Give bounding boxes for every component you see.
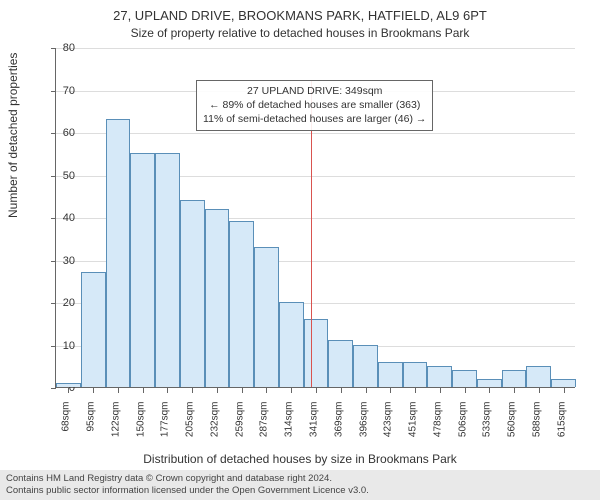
callout-line-2: ← 89% of detached houses are smaller (36… — [203, 98, 426, 112]
histogram-bar — [130, 153, 155, 387]
histogram-bar — [304, 319, 329, 387]
histogram-bar — [229, 221, 254, 387]
footer-line-1: Contains HM Land Registry data © Crown c… — [6, 473, 594, 485]
x-tick-label: 506sqm — [457, 402, 468, 457]
histogram-bar — [81, 272, 106, 387]
x-tick-label: 478sqm — [432, 402, 443, 457]
x-tick-label: 150sqm — [135, 402, 146, 457]
histogram-bar — [502, 370, 527, 387]
histogram-bar — [56, 383, 81, 387]
histogram-bar — [452, 370, 477, 387]
x-tick-label: 287sqm — [259, 402, 270, 457]
y-tick-label: 60 — [47, 127, 75, 139]
y-tick-label: 30 — [47, 255, 75, 267]
x-tick-label: 122sqm — [110, 402, 121, 457]
x-tick-mark — [316, 388, 317, 393]
x-tick-mark — [440, 388, 441, 393]
x-tick-label: 68sqm — [61, 402, 72, 457]
chart-container: 27, UPLAND DRIVE, BROOKMANS PARK, HATFIE… — [0, 0, 600, 500]
footer-line-2: Contains public sector information licen… — [6, 485, 594, 497]
x-tick-label: 423sqm — [383, 402, 394, 457]
histogram-bar — [328, 340, 353, 387]
x-tick-label: 615sqm — [556, 402, 567, 457]
x-tick-label: 259sqm — [234, 402, 245, 457]
chart-title: 27, UPLAND DRIVE, BROOKMANS PARK, HATFIE… — [0, 0, 600, 24]
x-tick-mark — [167, 388, 168, 393]
y-tick-label: 10 — [47, 340, 75, 352]
x-tick-mark — [366, 388, 367, 393]
y-tick-label: 70 — [47, 85, 75, 97]
histogram-bar — [477, 379, 502, 388]
y-tick-label: 40 — [47, 212, 75, 224]
x-tick-mark — [415, 388, 416, 393]
x-tick-label: 369sqm — [333, 402, 344, 457]
x-tick-label: 533sqm — [482, 402, 493, 457]
chart-plot-area: 27 UPLAND DRIVE: 349sqm← 89% of detached… — [55, 48, 575, 388]
y-tick-label: 50 — [47, 170, 75, 182]
x-tick-mark — [143, 388, 144, 393]
x-tick-mark — [242, 388, 243, 393]
x-tick-label: 314sqm — [284, 402, 295, 457]
x-tick-mark — [390, 388, 391, 393]
histogram-bar — [378, 362, 403, 388]
histogram-bar — [526, 366, 551, 387]
footer-attribution: Contains HM Land Registry data © Crown c… — [0, 470, 600, 500]
histogram-bar — [106, 119, 131, 387]
x-tick-mark — [564, 388, 565, 393]
x-tick-label: 177sqm — [160, 402, 171, 457]
x-tick-mark — [93, 388, 94, 393]
x-tick-mark — [465, 388, 466, 393]
x-tick-label: 396sqm — [358, 402, 369, 457]
histogram-bar — [427, 366, 452, 387]
x-tick-label: 451sqm — [408, 402, 419, 457]
x-tick-mark — [266, 388, 267, 393]
histogram-bar — [279, 302, 304, 387]
histogram-bar — [353, 345, 378, 388]
x-tick-mark — [291, 388, 292, 393]
x-tick-label: 341sqm — [309, 402, 320, 457]
y-axis-label: Number of detached properties — [6, 53, 20, 218]
gridline — [56, 133, 575, 134]
y-tick-label: 80 — [47, 42, 75, 54]
histogram-bar — [551, 379, 576, 388]
callout-line-3: 11% of semi-detached houses are larger (… — [203, 112, 426, 126]
y-tick-label: 20 — [47, 297, 75, 309]
histogram-bar — [403, 362, 428, 388]
callout-box: 27 UPLAND DRIVE: 349sqm← 89% of detached… — [196, 80, 433, 131]
histogram-bar — [180, 200, 205, 387]
histogram-bar — [254, 247, 279, 387]
x-tick-label: 232sqm — [209, 402, 220, 457]
histogram-bar — [155, 153, 180, 387]
gridline — [56, 48, 575, 49]
x-tick-mark — [489, 388, 490, 393]
x-tick-mark — [217, 388, 218, 393]
x-tick-mark — [539, 388, 540, 393]
histogram-bar — [205, 209, 230, 388]
x-tick-label: 95sqm — [86, 402, 97, 457]
callout-line-1: 27 UPLAND DRIVE: 349sqm — [203, 84, 426, 98]
x-tick-label: 560sqm — [507, 402, 518, 457]
x-tick-label: 205sqm — [185, 402, 196, 457]
x-tick-mark — [192, 388, 193, 393]
x-tick-mark — [118, 388, 119, 393]
x-tick-mark — [341, 388, 342, 393]
x-tick-label: 588sqm — [531, 402, 542, 457]
x-tick-mark — [514, 388, 515, 393]
chart-subtitle: Size of property relative to detached ho… — [0, 24, 600, 40]
